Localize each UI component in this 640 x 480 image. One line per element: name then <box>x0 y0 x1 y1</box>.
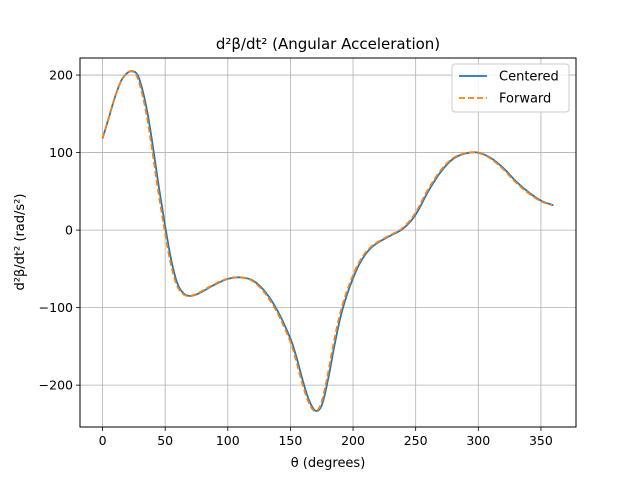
series-line-forward <box>101 70 553 412</box>
legend-label-centered: Centered <box>499 70 559 85</box>
x-tick-label: 0 <box>99 433 107 448</box>
x-tick-label: 100 <box>216 433 240 448</box>
axis-ticks: 0 50 100 150 200 250 300 350 −200 −100 0 100 200 <box>39 68 553 448</box>
x-tick-label: 350 <box>529 433 553 448</box>
series-line-centered <box>101 70 554 412</box>
y-axis-label: d²β/dt² (rad/s²) <box>13 194 28 291</box>
x-axis-label: θ (degrees) <box>291 456 366 471</box>
grid <box>80 58 576 427</box>
y-tick-label: −200 <box>39 378 73 393</box>
series-lines <box>101 70 554 412</box>
y-tick-label: 100 <box>49 145 73 160</box>
y-tick-label: 0 <box>65 223 73 238</box>
legend: Centered Forward <box>451 63 570 113</box>
legend-label-forward: Forward <box>499 92 551 107</box>
plot-frame <box>79 57 577 428</box>
x-tick-label: 250 <box>404 433 428 448</box>
y-tick-label: 200 <box>49 68 73 83</box>
x-tick-label: 300 <box>466 433 490 448</box>
y-tick-label: −100 <box>39 300 73 315</box>
chart-title: d²β/dt² (Angular Acceleration) <box>216 35 440 53</box>
x-tick-label: 200 <box>341 433 365 448</box>
x-tick-label: 50 <box>157 433 173 448</box>
x-tick-label: 150 <box>278 433 302 448</box>
